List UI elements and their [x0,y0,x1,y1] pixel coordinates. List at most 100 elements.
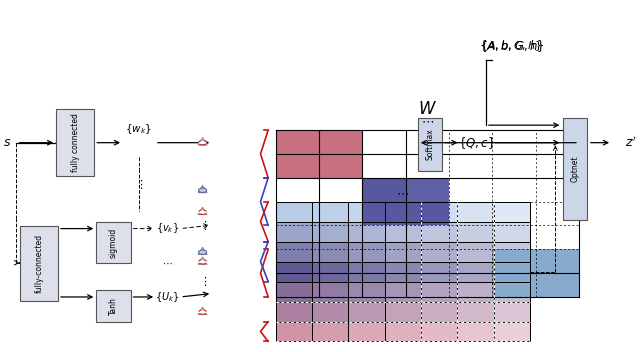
Bar [385,282,421,302]
Bar [276,241,312,262]
Text: sigmoid: sigmoid [109,227,118,258]
Bar [421,202,458,221]
Circle shape [198,210,207,214]
Bar [362,178,406,202]
Bar [348,302,385,321]
Bar [312,221,348,241]
Text: $\cdots$: $\cdots$ [163,258,173,268]
FancyBboxPatch shape [56,109,94,176]
Bar [276,130,579,297]
Bar [406,178,449,202]
Bar [312,262,348,282]
Circle shape [198,250,207,254]
Circle shape [198,140,207,145]
Circle shape [198,260,207,264]
Text: $\{w_k\}$: $\{w_k\}$ [125,122,152,136]
Text: Optnet: Optnet [571,156,580,182]
Bar [385,321,421,341]
Bar [493,282,530,302]
Bar [536,273,579,297]
Polygon shape [198,257,207,264]
Polygon shape [198,138,207,145]
Text: $\{A,b,G,h\}$: $\{A,b,G,h\}$ [479,38,544,54]
Bar [276,262,312,282]
Bar [458,302,493,321]
Bar [492,249,536,273]
Bar [319,130,362,154]
FancyBboxPatch shape [563,118,587,220]
Bar [458,262,493,282]
Bar [458,202,493,221]
Text: Tanh: Tanh [109,297,118,315]
FancyBboxPatch shape [96,290,131,321]
Bar [348,262,385,282]
Bar [319,154,362,178]
Bar [385,221,421,241]
Bar [312,282,348,302]
Text: $W$: $W$ [418,100,437,118]
Polygon shape [198,307,207,315]
Bar [385,302,421,321]
Text: $\vdots$: $\vdots$ [198,275,207,288]
Bar [348,241,385,262]
Bar [492,273,536,297]
FancyBboxPatch shape [418,118,442,171]
Bar [362,202,406,225]
Bar [458,241,493,262]
Bar [276,202,312,221]
Text: $\vdots$: $\vdots$ [135,178,143,191]
Bar [493,221,530,241]
Text: $\cdots$: $\cdots$ [396,186,410,199]
Bar [421,241,458,262]
Text: $s$: $s$ [3,136,11,149]
Text: $\{v_k\}$: $\{v_k\}$ [156,222,179,235]
Bar [493,321,530,341]
Bar [458,221,493,241]
Text: $\{U_k\}$: $\{U_k\}$ [156,290,180,304]
Circle shape [198,310,207,314]
FancyBboxPatch shape [96,222,131,263]
Bar [348,202,385,221]
Circle shape [198,188,207,193]
Bar [421,302,458,321]
Text: $\vdots$: $\vdots$ [198,219,207,232]
Text: Softmax: Softmax [426,128,435,160]
Bar [421,262,458,282]
Text: $\cdots$: $\cdots$ [421,115,434,128]
Text: fully-connected: fully-connected [35,234,44,293]
Bar [312,202,348,221]
Polygon shape [198,185,207,193]
Bar [312,302,348,321]
Bar [348,221,385,241]
Bar [276,321,312,341]
Bar [348,321,385,341]
Bar [276,282,312,302]
Bar [312,321,348,341]
Bar [536,249,579,273]
Bar [276,302,312,321]
Bar [312,241,348,262]
Text: $\{A,b,G,h\}$: $\{A,b,G,h\}$ [480,39,543,53]
Bar [458,321,493,341]
Bar [493,241,530,262]
Bar [276,130,319,154]
FancyBboxPatch shape [20,226,58,301]
Bar [493,262,530,282]
Text: $z'$: $z'$ [625,136,636,150]
Bar [421,282,458,302]
Bar [276,154,319,178]
Text: $\{Q,c\}$: $\{Q,c\}$ [458,135,495,151]
Bar [493,302,530,321]
Bar [385,241,421,262]
Polygon shape [198,207,207,215]
Bar [421,321,458,341]
Bar [493,202,530,221]
Bar [421,221,458,241]
Polygon shape [198,247,207,255]
Bar [385,262,421,282]
Bar [385,202,421,221]
Bar [406,202,449,225]
Text: fully connected: fully connected [71,113,80,172]
Bar [458,282,493,302]
Bar [348,282,385,302]
